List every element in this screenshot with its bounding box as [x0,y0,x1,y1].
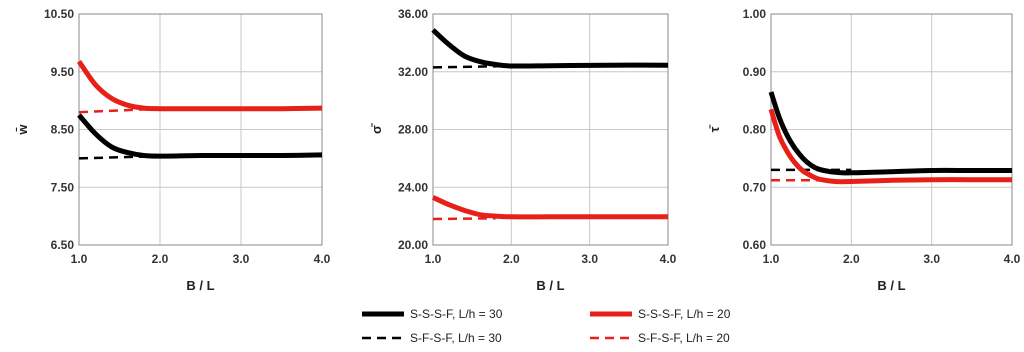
legend: S-S-S-F, L/h = 30 S-S-S-F, L/h = 20 S-F-S-… [362,307,731,345]
y-tick-label: 9.50 [51,65,75,79]
y-tick-label: 1.00 [743,7,767,21]
y-tick-label: 36.00 [398,7,428,21]
x-tick-label: 4.0 [1004,252,1021,266]
chart-panels: 6.50 7.50 8.50 9.50 10.50 1.0 2.0 3.0 4.0 B / L w̄… [15,7,1021,293]
x-tick-label: 4.0 [660,252,677,266]
x-tick-label: 3.0 [233,252,250,266]
y-tick-label: 0.60 [743,238,767,252]
series-line-4 [432,217,496,221]
y-tick-label: 0.80 [743,123,767,137]
x-axis-label: B / L [186,278,214,293]
x-tick-label: 2.0 [152,252,169,266]
y-tick-label: 28.00 [398,123,428,137]
x-tick-label: 3.0 [923,252,940,266]
series-line-3 [768,108,1012,185]
series-line-1 [431,28,669,69]
x-tick-label: 2.0 [843,252,860,266]
legend-label: S-F-S-F, L/h = 30 [410,331,502,345]
y-tick-label: 24.00 [398,180,428,194]
x-tick-label: 1.0 [71,252,88,266]
x-axis-label: B / L [536,278,564,293]
plot-frame [78,13,323,246]
x-tick-label: 4.0 [314,252,331,266]
plot-frame [770,13,1013,246]
legend-label: S-S-S-F, L/h = 20 [638,307,731,321]
chart-panel-1: 6.50 7.50 8.50 9.50 10.50 1.0 2.0 3.0 4.0 B / L w̄ [15,7,331,293]
series-line-3 [76,59,323,112]
y-tick-label: 20.00 [398,238,428,252]
x-axis-label: B / L [877,278,905,293]
y-axis-label: σ̄ [369,123,384,134]
series-line-1 [768,91,1012,176]
series-line-1 [77,113,323,159]
chart-panel-2: 20.00 24.00 28.00 32.00 36.00 1.0 2.0 3.0 4.0 B /… [369,7,677,293]
plot-frame [432,13,669,246]
y-tick-label: 8.50 [51,123,75,137]
y-tick-label: 0.90 [743,65,767,79]
y-tick-label: 32.00 [398,65,428,79]
y-axis-label: w̄ [15,124,30,136]
legend-label: S-S-S-F, L/h = 30 [410,307,503,321]
x-tick-label: 3.0 [581,252,598,266]
y-tick-label: 10.50 [44,7,74,21]
x-tick-label: 1.0 [425,252,442,266]
y-axis-label: τ̄ [707,125,722,133]
series-line-3 [431,195,668,220]
x-tick-label: 1.0 [763,252,780,266]
y-tick-label: 6.50 [51,238,75,252]
legend-label: S-F-S-F, L/h = 20 [638,331,730,345]
y-tick-label: 7.50 [51,180,75,194]
chart-panel-3: 0.60 0.70 0.80 0.90 1.00 1.0 2.0 3.0 4.0 B / L τ̄ [707,7,1021,293]
y-tick-label: 0.70 [743,180,767,194]
x-tick-label: 2.0 [503,252,520,266]
